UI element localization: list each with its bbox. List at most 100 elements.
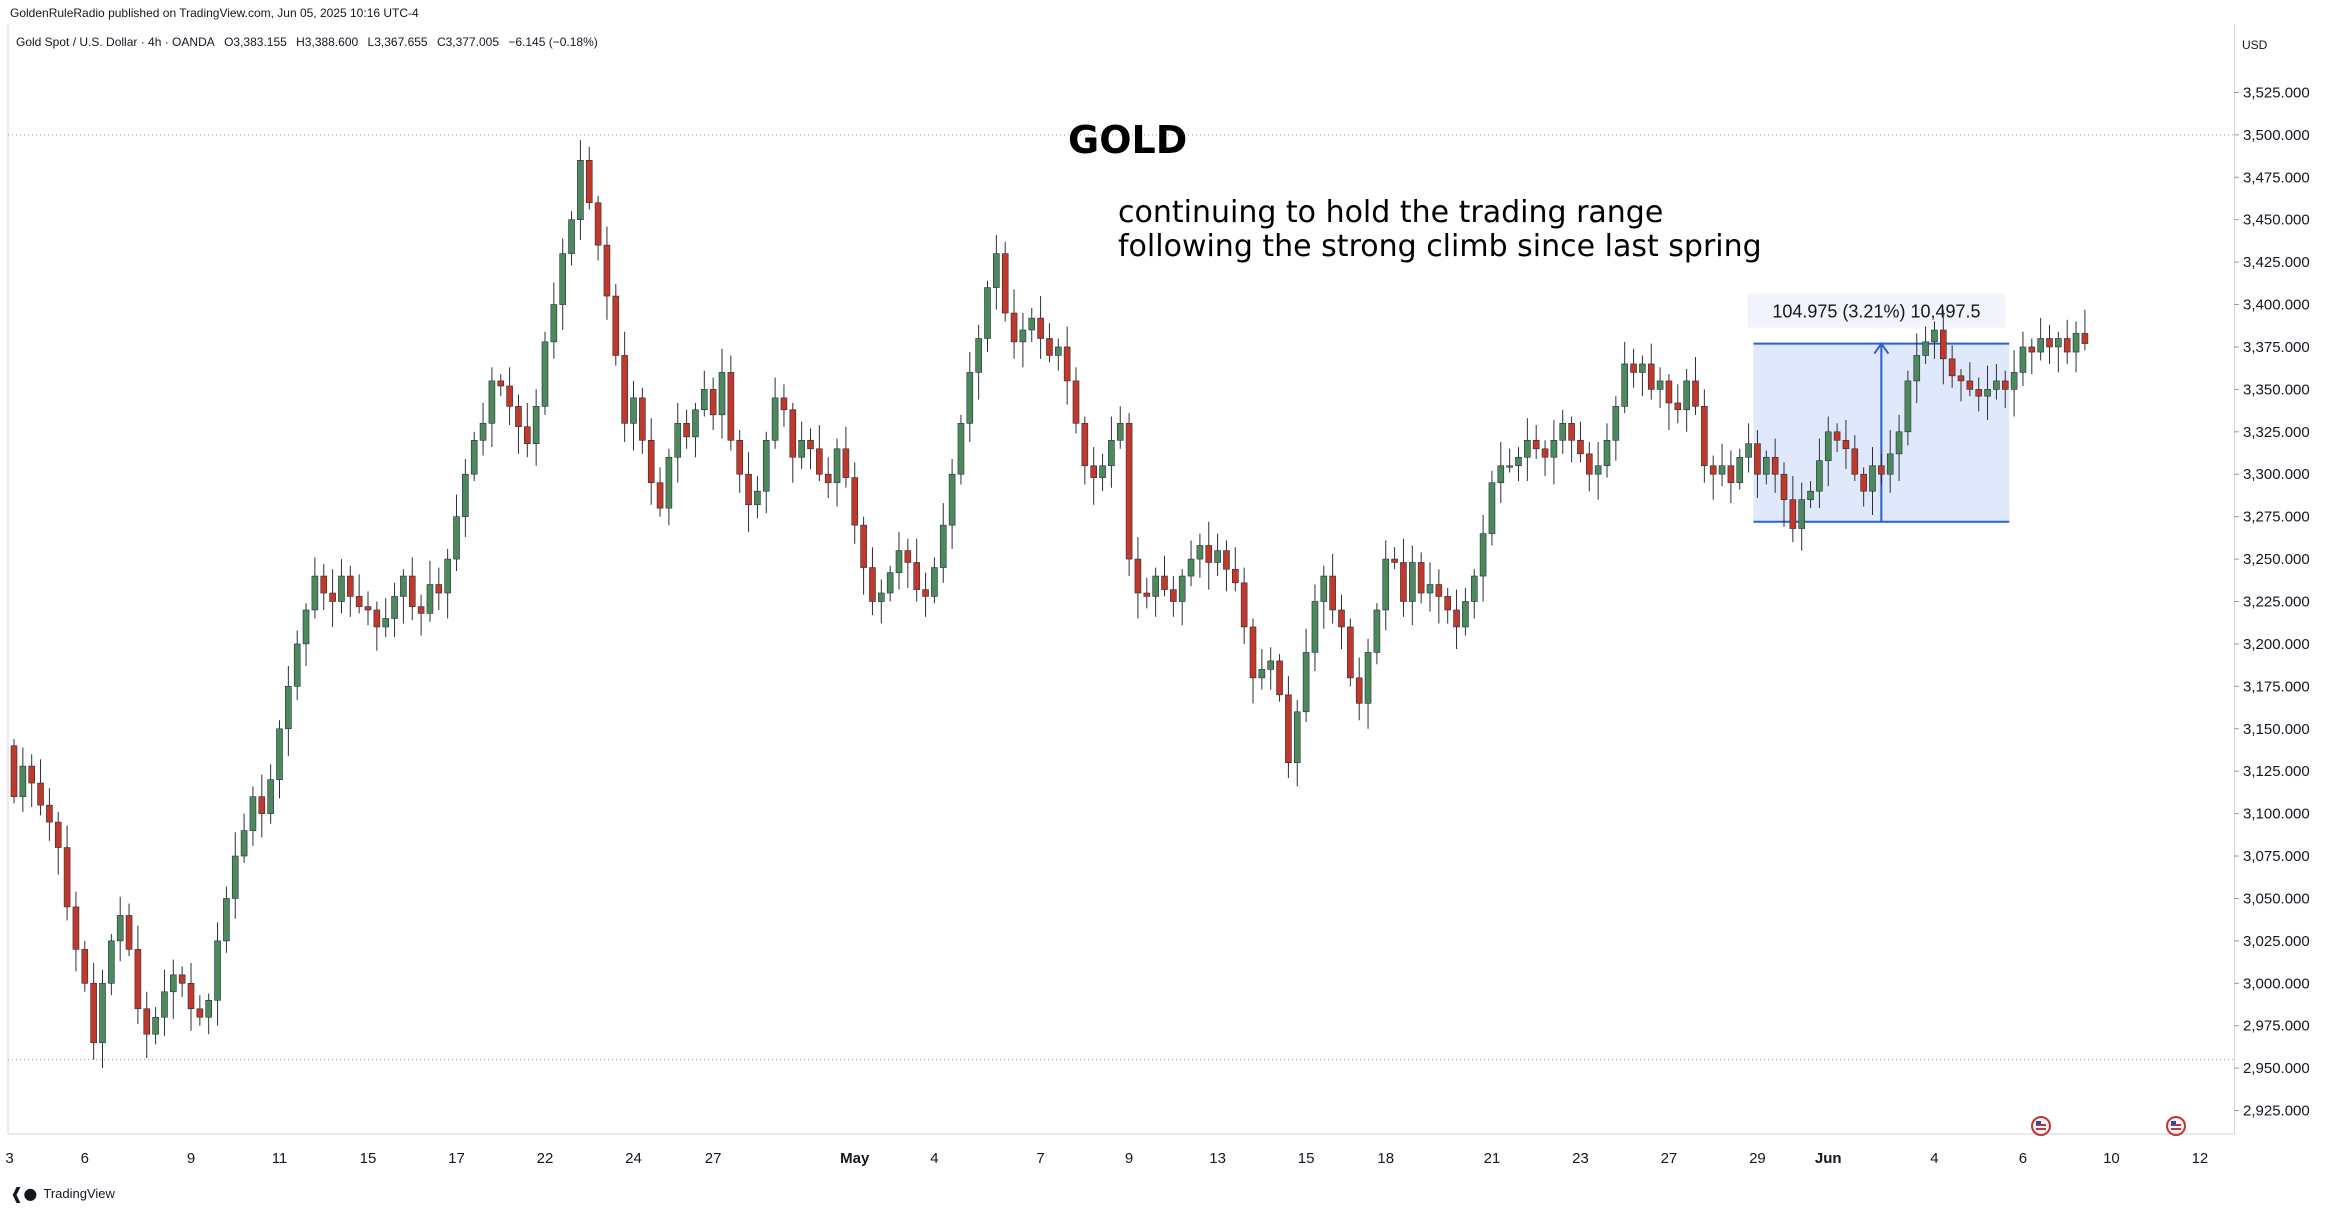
candle-down bbox=[851, 477, 859, 526]
candle-up bbox=[1984, 389, 1991, 397]
y-tick-label: 3,100.000 bbox=[2243, 806, 2310, 823]
y-tick-label: 3,025.000 bbox=[2243, 933, 2310, 950]
candle-up bbox=[249, 796, 257, 831]
candle-up bbox=[1736, 456, 1744, 484]
candle-up bbox=[1931, 329, 1938, 343]
candle-up bbox=[1524, 439, 1531, 458]
candle-down bbox=[1063, 346, 1071, 382]
candle-down bbox=[2081, 333, 2089, 344]
candle-down bbox=[1329, 575, 1336, 611]
candle-down bbox=[515, 406, 522, 428]
y-tick-label: 3,200.000 bbox=[2243, 636, 2310, 653]
candle-down bbox=[656, 482, 664, 509]
price-axis-panel[interactable] bbox=[2234, 24, 2330, 1134]
candle-down bbox=[2028, 346, 2036, 353]
candle-down bbox=[1630, 363, 1637, 373]
candle-up bbox=[1258, 669, 1266, 679]
candle-down bbox=[1692, 380, 1699, 407]
y-tick-label: 2,925.000 bbox=[2243, 1103, 2310, 1120]
candle-down bbox=[1780, 473, 1788, 500]
candle-down bbox=[736, 439, 744, 475]
candle-up bbox=[1798, 499, 1805, 529]
y-tick-label: 3,325.000 bbox=[2243, 424, 2310, 441]
candle-down bbox=[10, 745, 18, 797]
candle-up bbox=[877, 592, 885, 602]
candle-up bbox=[1869, 465, 1876, 492]
symbol-legend[interactable]: Gold Spot / U.S. Dollar · 4h · OANDA O3,… bbox=[16, 35, 604, 49]
candle-down bbox=[1134, 558, 1142, 594]
candle-up bbox=[1178, 575, 1186, 602]
candle-down bbox=[904, 550, 912, 563]
y-tick-label: 3,150.000 bbox=[2243, 721, 2310, 738]
candle-up bbox=[1187, 558, 1195, 577]
candle-down bbox=[417, 606, 425, 614]
candle-up bbox=[833, 448, 841, 484]
candle-down bbox=[1975, 389, 1982, 397]
candle-down bbox=[329, 592, 336, 602]
candle-down bbox=[1338, 609, 1345, 628]
candle-up bbox=[1656, 380, 1664, 390]
candle-up bbox=[391, 596, 398, 619]
candle-down bbox=[1417, 562, 1425, 594]
candle-down bbox=[143, 1008, 151, 1035]
candle-up bbox=[116, 915, 124, 942]
candle-down bbox=[1285, 694, 1292, 764]
candle-down bbox=[807, 439, 814, 450]
candle-up bbox=[957, 423, 965, 475]
us-flag-event-icon[interactable] bbox=[2031, 1116, 2051, 1136]
candle-down bbox=[1010, 312, 1018, 343]
candle-down bbox=[647, 439, 655, 484]
x-tick-label: 22 bbox=[537, 1150, 554, 1167]
candle-down bbox=[1709, 465, 1717, 475]
candle-up bbox=[718, 372, 726, 416]
annotation-text: continuing to hold the trading range bbox=[1118, 195, 1663, 230]
y-tick-label: 3,050.000 bbox=[2243, 890, 2310, 907]
candle-up bbox=[975, 338, 982, 373]
candle-up bbox=[214, 940, 221, 1001]
ohlc-open: O3,383.155 bbox=[224, 35, 287, 49]
candle-down bbox=[373, 609, 381, 628]
candle-down bbox=[1957, 375, 1965, 382]
candle-down bbox=[320, 575, 328, 594]
y-tick-label: 3,275.000 bbox=[2243, 509, 2310, 526]
tradingview-logo[interactable]: ❰● TradingView bbox=[10, 1184, 115, 1203]
currency-label[interactable]: USD bbox=[2242, 38, 2268, 52]
x-tick-label: 9 bbox=[187, 1150, 195, 1167]
us-flag-event-icon[interactable] bbox=[2166, 1116, 2186, 1136]
candle-down bbox=[1647, 363, 1655, 390]
candle-up bbox=[1807, 490, 1814, 500]
candle-up bbox=[1108, 439, 1115, 467]
y-tick-label: 3,375.000 bbox=[2243, 339, 2310, 356]
candle-down bbox=[1037, 317, 1044, 339]
candle-up bbox=[1506, 465, 1513, 468]
candle-down bbox=[1754, 443, 1761, 475]
x-tick-label: 27 bbox=[705, 1150, 722, 1167]
candle-down bbox=[1391, 558, 1398, 563]
candle-down bbox=[745, 473, 752, 506]
candle-up bbox=[1913, 355, 1921, 382]
candle-up bbox=[19, 765, 27, 797]
candle-down bbox=[1276, 660, 1283, 696]
x-tick-label: 6 bbox=[81, 1150, 89, 1167]
candle-down bbox=[2046, 338, 2053, 348]
candle-up bbox=[1320, 575, 1328, 602]
candle-down bbox=[1940, 329, 1947, 360]
candle-down bbox=[727, 372, 735, 441]
candle-down bbox=[585, 160, 593, 204]
candle-down bbox=[1541, 448, 1549, 458]
candle-down bbox=[603, 244, 611, 297]
candle-up bbox=[382, 618, 390, 628]
candle-down bbox=[364, 606, 372, 611]
candle-up bbox=[2019, 346, 2027, 373]
candle-up bbox=[240, 830, 248, 857]
candle-up bbox=[1462, 601, 1469, 628]
candle-up bbox=[267, 779, 274, 814]
candle-down bbox=[1143, 592, 1151, 597]
candle-down bbox=[1665, 380, 1673, 404]
measure-label: 104.975 (3.21%) 10,497.5 bbox=[1772, 302, 1980, 322]
candle-down bbox=[54, 821, 62, 848]
candle-up bbox=[1816, 460, 1823, 492]
x-tick-label: 29 bbox=[1749, 1150, 1766, 1167]
x-tick-label: 27 bbox=[1661, 1150, 1678, 1167]
